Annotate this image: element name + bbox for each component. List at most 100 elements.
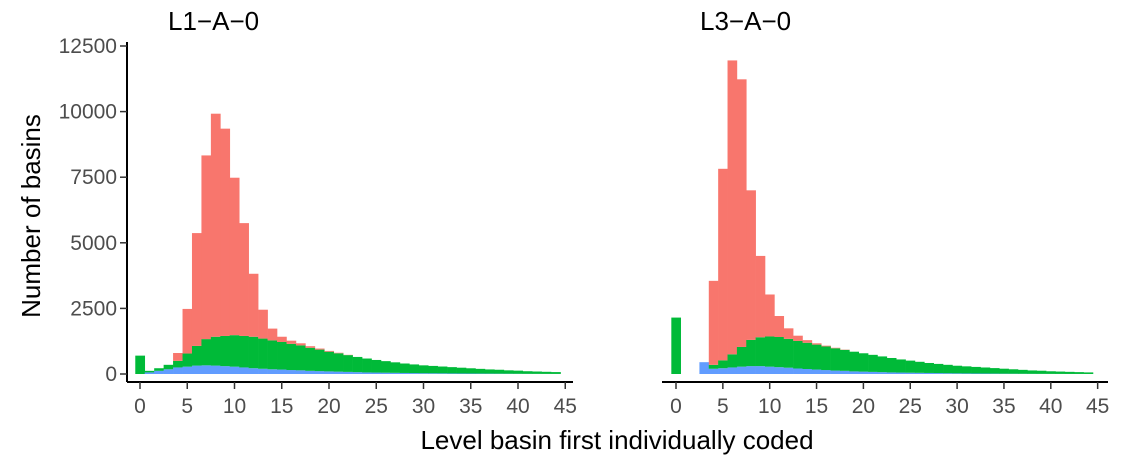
- bar-segment: [943, 373, 953, 374]
- x-tick-label: 15: [270, 395, 293, 418]
- bar-segment: [971, 373, 981, 374]
- bar-segment: [418, 365, 429, 374]
- bar-segment: [858, 371, 869, 374]
- bar-segment: [727, 60, 738, 355]
- bar-segment: [220, 366, 231, 374]
- bar-segment: [802, 369, 813, 374]
- bar-segment: [362, 358, 372, 373]
- bar-segment: [314, 349, 325, 372]
- bar-segment: [191, 233, 202, 346]
- bar-segment: [811, 344, 822, 370]
- bar-segment: [229, 177, 240, 336]
- bar-segment: [961, 366, 972, 374]
- bar-segment: [295, 345, 306, 371]
- bar-segment: [239, 367, 249, 374]
- bar-segment: [267, 369, 278, 374]
- bar-segment: [886, 372, 897, 374]
- x-tick-label: 25: [899, 395, 922, 418]
- bar-segment: [513, 370, 524, 374]
- bar-segment: [736, 79, 747, 347]
- y-tick-label: 0: [105, 363, 117, 386]
- bar-segment: [783, 328, 794, 339]
- bar-segment: [1064, 371, 1075, 374]
- bar-segment: [371, 359, 382, 373]
- bar-segment: [333, 371, 344, 374]
- y-tick-label: 12500: [59, 35, 117, 58]
- bar-segment: [380, 361, 391, 373]
- panel-title: L3−A−0: [700, 6, 791, 36]
- bar-segment: [144, 372, 155, 374]
- bar-segment: [774, 337, 785, 368]
- bar-segment: [914, 361, 925, 373]
- bar-segment: [755, 255, 766, 338]
- bar-segment: [765, 336, 775, 367]
- x-tick-label: 5: [717, 395, 729, 418]
- bar-segment: [774, 367, 785, 374]
- bar-segment: [437, 373, 448, 374]
- panel-l3-a-0: L3−A−0 0 5 10 15 20 25 30 35 40 45: [662, 6, 1109, 418]
- bar-segment: [163, 364, 174, 370]
- y-tick-label: 2500: [70, 297, 117, 320]
- y-tick-label: 7500: [70, 166, 117, 189]
- bar-segment: [447, 367, 457, 374]
- x-tick-label: 40: [506, 395, 529, 418]
- bar-segment: [830, 370, 841, 374]
- bar-segment: [952, 373, 963, 374]
- bar-segment: [1074, 372, 1084, 374]
- bar-segment: [154, 368, 164, 371]
- x-tick-label: 0: [134, 395, 146, 418]
- bar-segment: [210, 113, 221, 337]
- bar-segment: [671, 317, 681, 374]
- bar-segment: [173, 367, 183, 374]
- bar-segment: [182, 366, 193, 374]
- bar-segment: [914, 372, 925, 374]
- bar-segment: [849, 351, 860, 372]
- bar-segment: [399, 363, 410, 373]
- bar-segment: [201, 155, 212, 340]
- bar-segment: [277, 369, 287, 374]
- bar-segment: [718, 368, 728, 374]
- bar-segment: [1046, 371, 1056, 374]
- bar-segment: [933, 373, 944, 374]
- bar-segment: [352, 356, 363, 373]
- bar-segment: [456, 373, 467, 374]
- x-tick-label: 5: [181, 395, 193, 418]
- x-tick-label: 35: [992, 395, 1015, 418]
- bar-segment: [229, 366, 240, 374]
- bar-segment: [802, 342, 813, 370]
- bar-segment: [933, 363, 944, 374]
- bar-segment: [811, 369, 822, 374]
- x-tick-label: 20: [852, 395, 875, 418]
- x-tick-label: 45: [1086, 395, 1109, 418]
- bar-segment: [839, 370, 850, 374]
- bar-segment: [286, 370, 297, 374]
- bar-segment: [839, 349, 850, 371]
- bar-segment: [746, 339, 756, 367]
- bar-segment: [428, 373, 438, 374]
- bar-segment: [765, 294, 775, 337]
- bar-segment: [182, 353, 193, 367]
- bar-segment: [173, 360, 183, 368]
- bar-segment: [277, 336, 287, 342]
- bar-segment: [305, 346, 316, 348]
- x-tick-label: 35: [459, 395, 482, 418]
- bar-segment: [503, 370, 514, 374]
- y-tick-label: 5000: [70, 232, 117, 255]
- bar-segment: [980, 367, 991, 374]
- bar-segment: [390, 372, 401, 374]
- bar-segment: [708, 280, 719, 365]
- bar-segment: [295, 370, 306, 374]
- bar-segment: [746, 190, 756, 340]
- bar-segment: [154, 370, 164, 374]
- bar-segment: [286, 343, 297, 371]
- bar-segment: [699, 362, 710, 374]
- bar-segment: [494, 369, 505, 374]
- bar-segment: [708, 368, 719, 374]
- bar-segment: [239, 223, 249, 336]
- bar-segment: [541, 371, 552, 374]
- bar-segment: [409, 364, 420, 374]
- bar-segment: [380, 372, 391, 374]
- x-tick-label: 0: [670, 395, 682, 418]
- bar-segment: [868, 371, 878, 374]
- bar-segment: [793, 340, 803, 369]
